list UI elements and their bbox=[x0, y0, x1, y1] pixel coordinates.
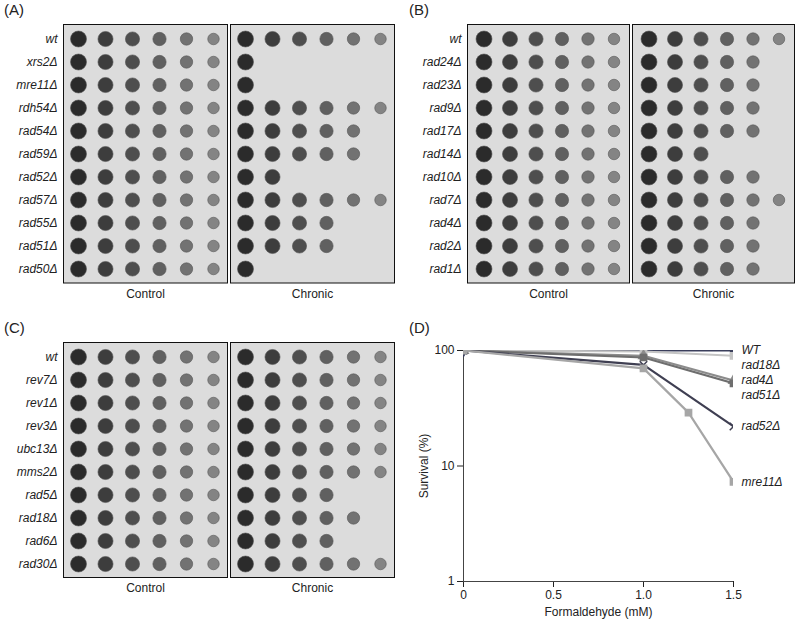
svg-text:rad4Δ: rad4Δ bbox=[429, 216, 461, 230]
svg-text:xrs2Δ: xrs2Δ bbox=[26, 55, 58, 69]
svg-text:rad10Δ: rad10Δ bbox=[423, 170, 462, 184]
svg-text:rad6Δ: rad6Δ bbox=[25, 534, 57, 548]
svg-text:rad2Δ: rad2Δ bbox=[429, 239, 461, 253]
svg-text:rad24Δ: rad24Δ bbox=[423, 55, 462, 69]
svg-text:rad1Δ: rad1Δ bbox=[429, 262, 461, 276]
svg-text:rad18Δ: rad18Δ bbox=[19, 511, 58, 525]
svg-text:1.5: 1.5 bbox=[725, 588, 742, 602]
svg-text:rdh54Δ: rdh54Δ bbox=[19, 101, 58, 115]
svg-text:rev1Δ: rev1Δ bbox=[26, 396, 57, 410]
svg-text:rad7Δ: rad7Δ bbox=[429, 193, 461, 207]
svg-text:rad59Δ: rad59Δ bbox=[19, 147, 58, 161]
svg-text:Chronic: Chronic bbox=[693, 287, 734, 301]
svg-text:mms2Δ: mms2Δ bbox=[17, 465, 58, 479]
svg-text:Formaldehyde (mM): Formaldehyde (mM) bbox=[544, 605, 652, 619]
svg-text:Chronic: Chronic bbox=[292, 581, 333, 595]
svg-text:rad5Δ: rad5Δ bbox=[25, 488, 57, 502]
svg-text:Control: Control bbox=[529, 287, 568, 301]
svg-text:wt: wt bbox=[46, 32, 59, 46]
svg-text:rev7Δ: rev7Δ bbox=[26, 373, 57, 387]
svg-text:rad9Δ: rad9Δ bbox=[429, 101, 461, 115]
svg-text:rad30Δ: rad30Δ bbox=[19, 557, 58, 571]
svg-text:rad51Δ: rad51Δ bbox=[19, 239, 58, 253]
svg-text:WT: WT bbox=[742, 343, 762, 357]
svg-text:0: 0 bbox=[460, 588, 467, 602]
html-text:(A): (A) bbox=[4, 1, 24, 18]
html-text:(C): (C) bbox=[4, 319, 25, 336]
svg-text:Control: Control bbox=[126, 581, 165, 595]
svg-text:mre11Δ: mre11Δ bbox=[16, 78, 57, 92]
svg-text:rad55Δ: rad55Δ bbox=[19, 216, 58, 230]
svg-text:0.5: 0.5 bbox=[545, 588, 562, 602]
svg-text:Chronic: Chronic bbox=[292, 287, 333, 301]
html-text:(B): (B) bbox=[409, 1, 429, 18]
svg-text:wt: wt bbox=[46, 350, 59, 364]
svg-text:rad18Δ: rad18Δ bbox=[742, 358, 781, 372]
svg-text:rev3Δ: rev3Δ bbox=[26, 419, 57, 433]
html-text:(D): (D) bbox=[409, 319, 430, 336]
svg-text:rad54Δ: rad54Δ bbox=[19, 124, 58, 138]
svg-text:rad4Δ: rad4Δ bbox=[742, 373, 774, 387]
svg-text:rad52Δ: rad52Δ bbox=[742, 419, 781, 433]
svg-text:rad57Δ: rad57Δ bbox=[19, 193, 58, 207]
svg-text:1: 1 bbox=[448, 574, 455, 588]
svg-text:rad17Δ: rad17Δ bbox=[423, 124, 462, 138]
svg-text:1.0: 1.0 bbox=[635, 588, 652, 602]
svg-text:rad23Δ: rad23Δ bbox=[423, 78, 462, 92]
svg-text:wt: wt bbox=[450, 32, 463, 46]
svg-text:ubc13Δ: ubc13Δ bbox=[17, 442, 58, 456]
svg-text:mre11Δ: mre11Δ bbox=[742, 475, 783, 489]
svg-text:rad51Δ: rad51Δ bbox=[742, 388, 781, 402]
svg-text:rad52Δ: rad52Δ bbox=[19, 170, 58, 184]
svg-text:rad14Δ: rad14Δ bbox=[423, 147, 462, 161]
svg-text:Control: Control bbox=[126, 287, 165, 301]
svg-text:rad50Δ: rad50Δ bbox=[19, 262, 58, 276]
svg-text:Survival (%): Survival (%) bbox=[417, 434, 431, 499]
svg-text:10: 10 bbox=[441, 459, 455, 473]
svg-text:100: 100 bbox=[434, 343, 454, 357]
